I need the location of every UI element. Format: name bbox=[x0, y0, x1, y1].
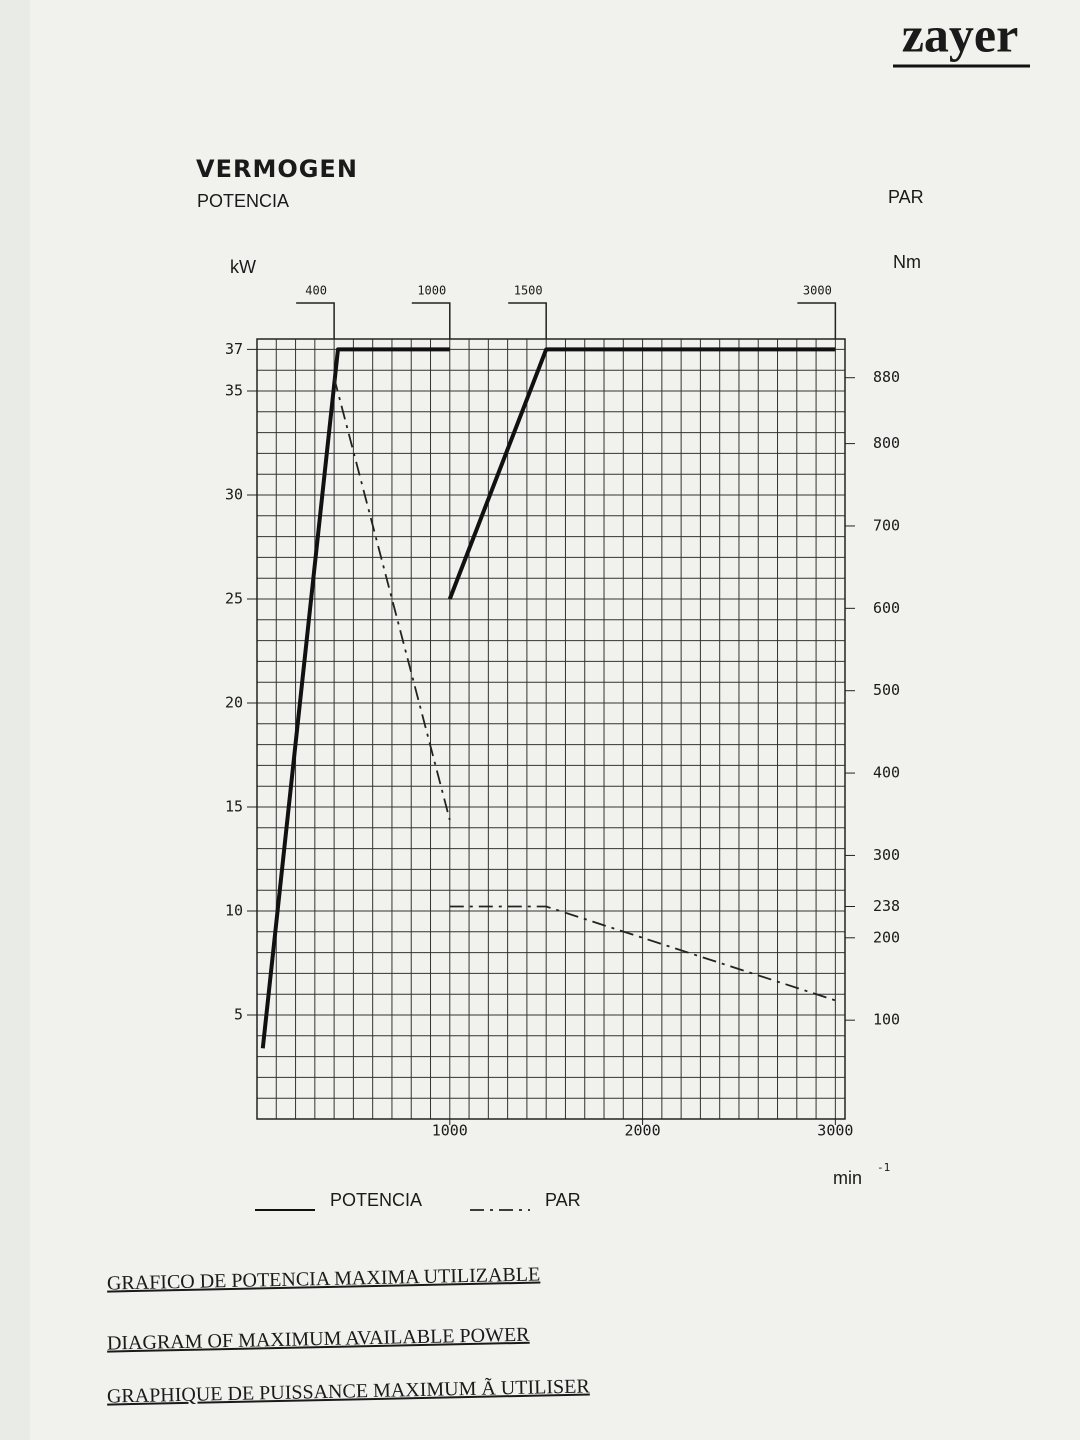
y-tick-label: 35 bbox=[225, 382, 243, 400]
y-tick-label: 37 bbox=[225, 340, 243, 358]
top-tick-bracket bbox=[797, 302, 837, 339]
x-unit: min bbox=[833, 1168, 862, 1188]
y2-tick-label: 800 bbox=[873, 434, 900, 452]
y-tick-label: 10 bbox=[225, 902, 243, 920]
y2-label: PAR bbox=[888, 187, 924, 207]
y2-tick-label: 100 bbox=[873, 1011, 900, 1029]
y-label-top: VERMOGEN bbox=[196, 155, 358, 183]
y2-tick-label: 880 bbox=[873, 368, 900, 386]
x-unit-exp: -1 bbox=[877, 1161, 890, 1174]
y-unit: kW bbox=[230, 257, 256, 277]
paper bbox=[30, 0, 1080, 1440]
x-tick-label: 2000 bbox=[625, 1122, 661, 1140]
series-line bbox=[260, 347, 836, 1049]
y2-tick-label: 500 bbox=[873, 681, 900, 699]
plot-frame bbox=[256, 338, 846, 1120]
series-line bbox=[333, 377, 836, 1002]
y2-tick-label: 700 bbox=[873, 516, 900, 534]
y2-tick-label: 238 bbox=[873, 897, 900, 915]
brand-logo: zayer bbox=[902, 6, 1019, 62]
y-tick-label: 5 bbox=[234, 1006, 243, 1024]
x-tick-label: 1000 bbox=[432, 1122, 468, 1140]
y2-tick-label: 300 bbox=[873, 846, 900, 864]
legend-label: POTENCIA bbox=[330, 1190, 422, 1210]
top-tick-label: 3000 bbox=[803, 284, 832, 298]
y2-tick-label: 400 bbox=[873, 764, 900, 782]
y-label: POTENCIA bbox=[197, 191, 289, 211]
y2-tick-label: 200 bbox=[873, 928, 900, 946]
top-tick-bracket bbox=[296, 302, 335, 339]
y-tick-label: 20 bbox=[225, 694, 243, 712]
y2-tick-label: 600 bbox=[873, 599, 900, 617]
top-tick-label: 1000 bbox=[417, 284, 446, 298]
y-tick-label: 25 bbox=[225, 590, 243, 608]
y-tick-label: 30 bbox=[225, 486, 243, 504]
top-tick-label: 400 bbox=[305, 284, 327, 298]
top-tick-bracket bbox=[411, 302, 451, 339]
y-tick-label: 15 bbox=[225, 798, 243, 816]
x-tick-label: 3000 bbox=[817, 1122, 853, 1140]
top-tick-label: 1500 bbox=[514, 284, 543, 298]
y2-unit: Nm bbox=[893, 252, 921, 272]
legend-label: PAR bbox=[545, 1190, 581, 1210]
top-tick-bracket bbox=[508, 302, 547, 339]
